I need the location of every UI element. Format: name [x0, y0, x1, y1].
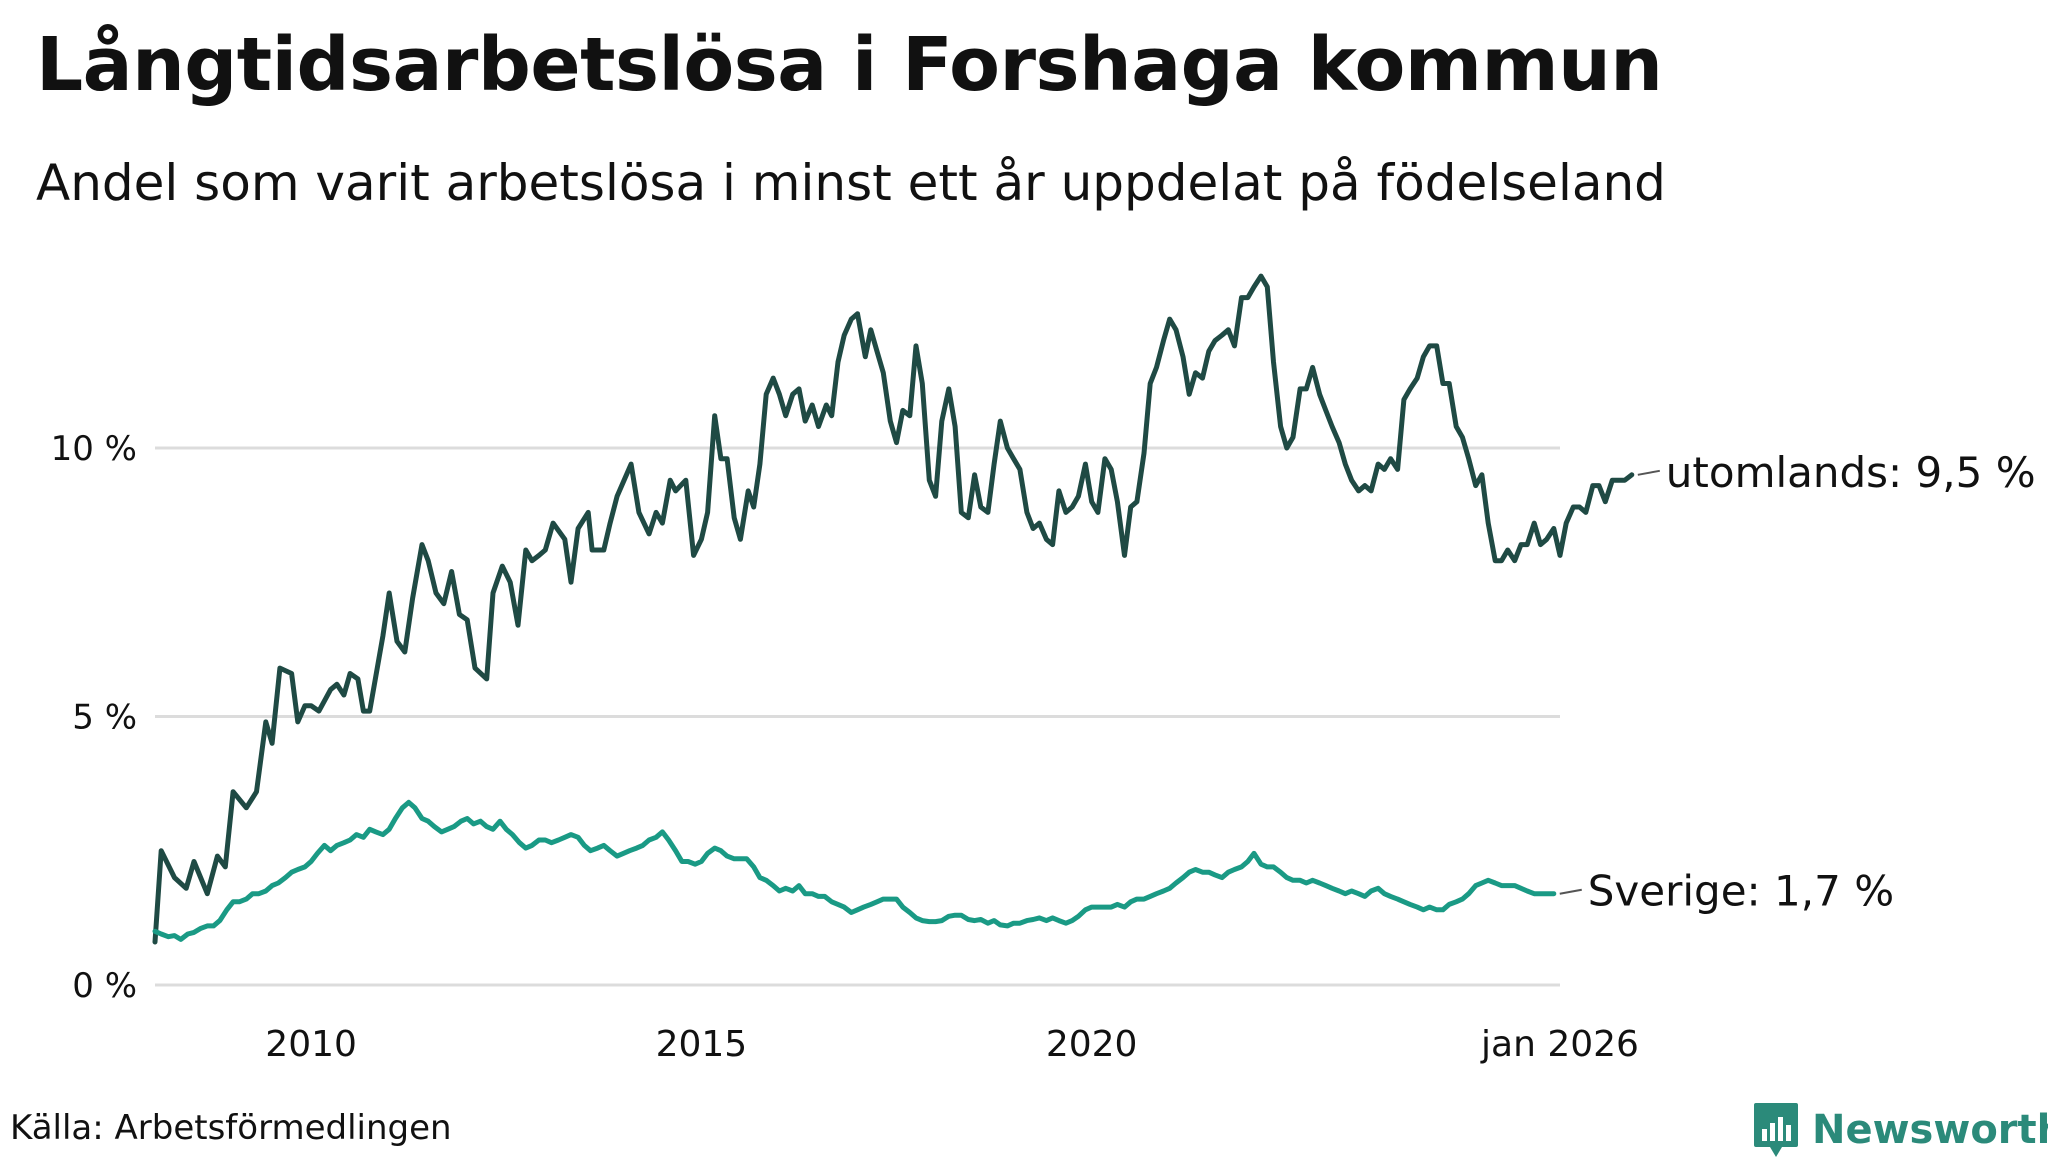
brand-name: Newsworthy	[1812, 1107, 2048, 1153]
newsworthy-logo-icon	[1754, 1103, 1798, 1157]
brand-logo[interactable]: Newsworthy	[1752, 1098, 2048, 1162]
x-tick-label: jan 2026	[1480, 1024, 1639, 1065]
x-tick-label: 2015	[656, 1024, 748, 1065]
x-tick-label: 2020	[1046, 1024, 1138, 1065]
series-line-utomlands	[152, 273, 1635, 945]
series-line-sverige	[152, 799, 1557, 942]
source-note: Källa: Arbetsförmedlingen	[10, 1108, 452, 1148]
series-layer	[152, 273, 1635, 945]
y-tick-label: 0 %	[72, 966, 137, 1006]
chart-title: Långtidsarbetslösa i Forshaga kommun	[36, 22, 1663, 108]
y-axis-ticks: 0 % 5 % 10 %	[51, 429, 137, 1006]
grid-layer	[155, 446, 1560, 987]
series-label-sverige: Sverige: 1,7 %	[1588, 867, 1894, 916]
x-tick-label: 2010	[265, 1024, 357, 1065]
chart-subtitle: Andel som varit arbetslösa i minst ett å…	[36, 154, 1666, 212]
series-labels: utomlands: 9,5 % Sverige: 1,7 %	[1559, 448, 2036, 916]
x-axis-ticks: 2010 2015 2020 jan 2026	[265, 1024, 1639, 1065]
y-tick-label: 10 %	[51, 429, 137, 469]
label-leader-utomlands	[1637, 469, 1660, 476]
y-tick-label: 5 %	[72, 697, 137, 737]
series-label-utomlands: utomlands: 9,5 %	[1666, 448, 2036, 497]
label-leader-sverige	[1559, 888, 1582, 895]
